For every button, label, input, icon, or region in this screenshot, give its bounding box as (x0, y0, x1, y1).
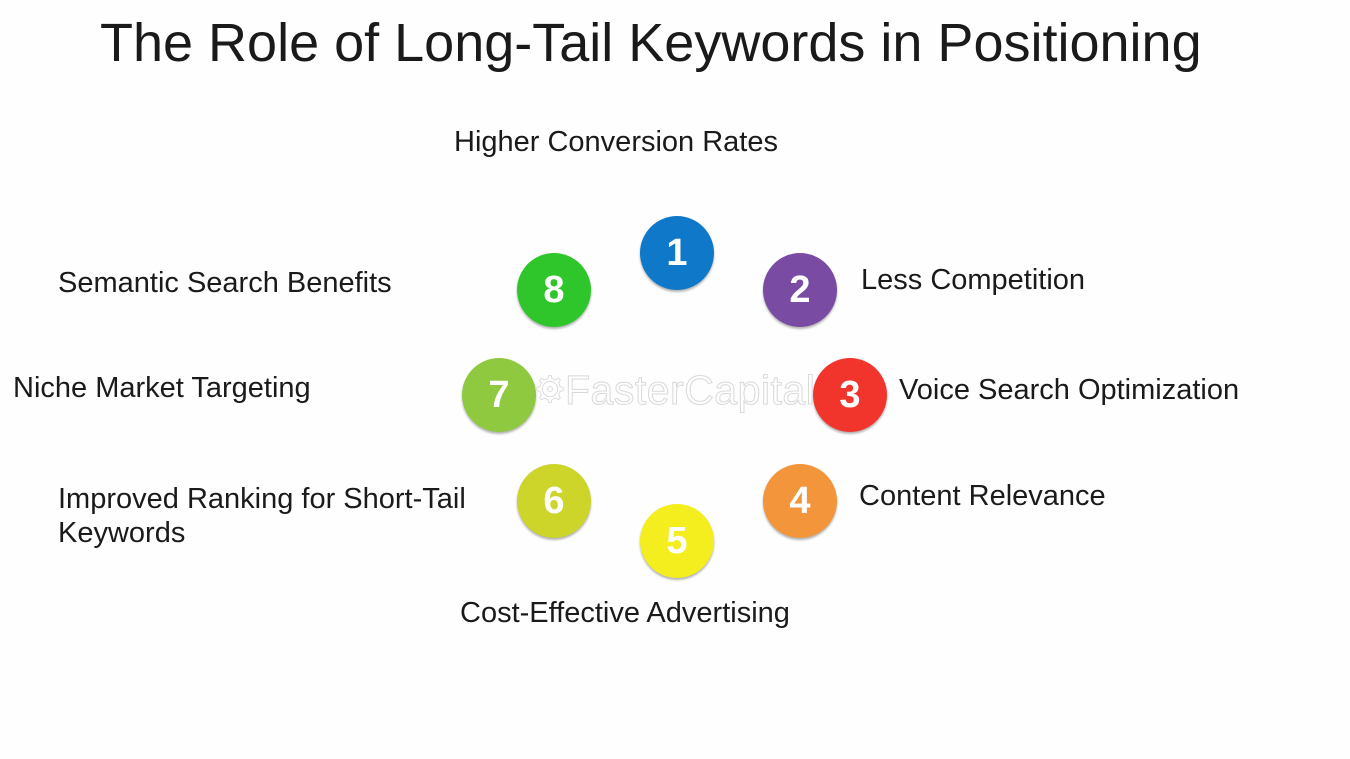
svg-text:FasterCapital: FasterCapital (565, 367, 815, 413)
